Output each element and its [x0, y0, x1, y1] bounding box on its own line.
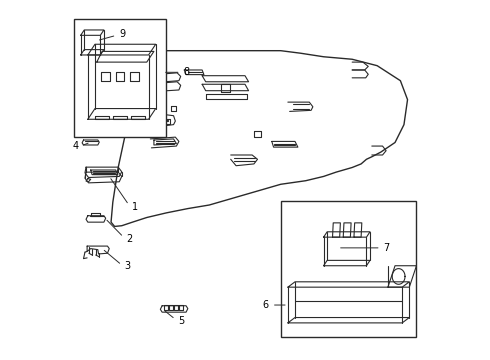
Text: 6: 6 — [263, 300, 269, 310]
Text: 8: 8 — [184, 67, 190, 77]
Bar — [74, 19, 167, 137]
Text: 7: 7 — [384, 243, 390, 253]
Bar — [281, 202, 416, 337]
Text: 1: 1 — [132, 202, 138, 212]
Text: 9: 9 — [119, 29, 125, 39]
Text: 3: 3 — [124, 261, 131, 271]
Text: 5: 5 — [178, 316, 184, 326]
Text: 4: 4 — [73, 141, 78, 151]
Text: 2: 2 — [126, 234, 133, 244]
